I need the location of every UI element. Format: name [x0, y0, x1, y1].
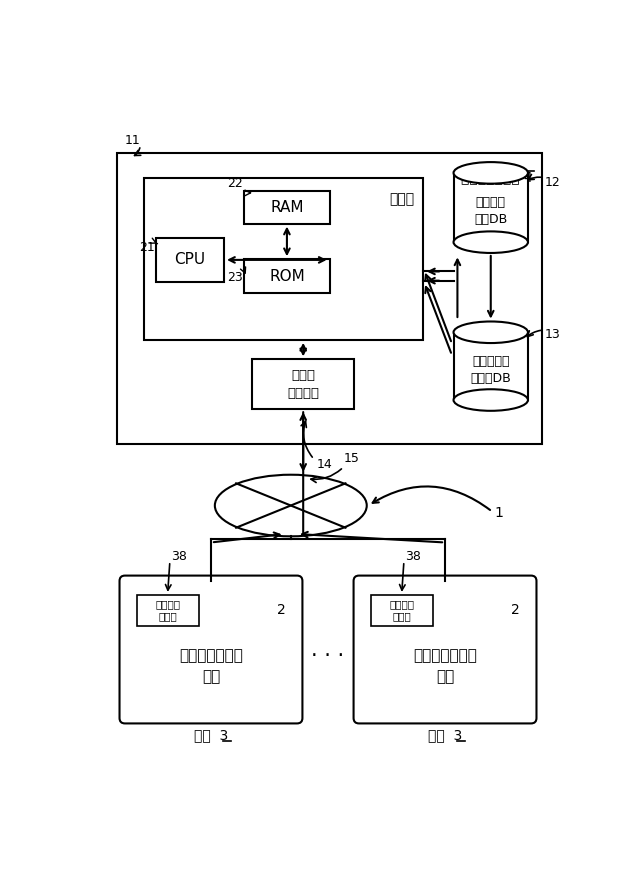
Text: 14: 14	[316, 458, 332, 470]
Text: 22: 22	[227, 177, 243, 190]
Bar	[244, 191, 330, 223]
Text: プローブセンタ 4: プローブセンタ 4	[461, 170, 532, 184]
Bar	[244, 259, 330, 293]
Text: 38: 38	[406, 550, 421, 563]
Ellipse shape	[215, 475, 367, 536]
Bar	[143, 179, 422, 340]
Text: 11: 11	[125, 134, 141, 146]
Text: 通信モジ
ュール: 通信モジ ュール	[389, 599, 414, 621]
Text: 13: 13	[545, 328, 561, 342]
Bar	[252, 359, 355, 409]
Text: 2: 2	[511, 604, 520, 618]
Text: 38: 38	[172, 550, 188, 563]
Bar	[371, 595, 433, 625]
FancyBboxPatch shape	[353, 576, 536, 724]
Text: 車両  3: 車両 3	[194, 728, 228, 742]
Text: 通信モジ
ュール: 通信モジ ュール	[155, 599, 180, 621]
Text: プローブ統
計情報DB: プローブ統 計情報DB	[470, 355, 511, 385]
Ellipse shape	[454, 231, 528, 253]
Text: . . .: . . .	[312, 639, 344, 660]
Bar	[156, 237, 224, 282]
FancyBboxPatch shape	[120, 576, 303, 724]
Text: プローブ
情報DB: プローブ 情報DB	[474, 196, 508, 226]
Text: センタ
通信装置: センタ 通信装置	[287, 369, 319, 399]
Text: サーバ: サーバ	[390, 192, 415, 206]
Text: 2: 2	[277, 604, 286, 618]
Text: 21: 21	[139, 241, 154, 254]
Bar	[117, 152, 542, 444]
Bar	[454, 332, 528, 400]
Ellipse shape	[454, 321, 528, 343]
Text: 車両  3: 車両 3	[428, 728, 462, 742]
Text: 23: 23	[227, 272, 243, 285]
Text: ナビゲーション
装置: ナビゲーション 装置	[179, 648, 243, 684]
Text: ナビゲーション
装置: ナビゲーション 装置	[413, 648, 477, 684]
Text: ROM: ROM	[269, 269, 305, 284]
Text: CPU: CPU	[175, 252, 205, 267]
Text: 12: 12	[545, 176, 561, 189]
Ellipse shape	[454, 162, 528, 184]
Bar	[454, 173, 528, 242]
Ellipse shape	[454, 389, 528, 411]
Text: 15: 15	[344, 453, 360, 465]
Text: 1: 1	[495, 506, 504, 520]
Bar	[136, 595, 198, 625]
Text: RAM: RAM	[270, 200, 303, 215]
